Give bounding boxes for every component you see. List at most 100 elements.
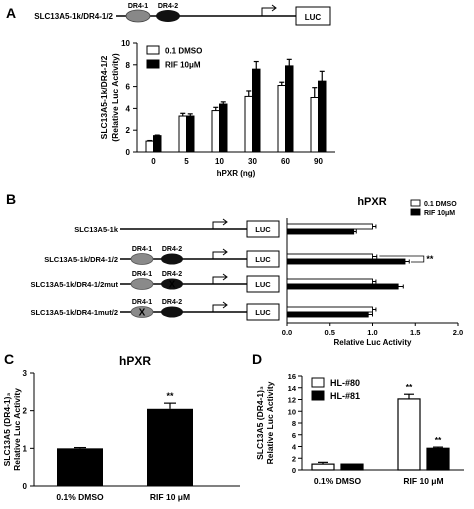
dr4-1-label: DR4-1 <box>132 246 152 253</box>
legend-label: RIF 10μM <box>424 210 455 217</box>
x-tick-label: 0.1% DMSO <box>56 492 104 502</box>
promoter-arrow <box>212 221 226 229</box>
chart-c: hPXR 0 1 2 3 0.1% DMSO RIF 10 μM ** SLC13A5 (DR4… <box>2 354 240 502</box>
luc-box <box>295 6 331 26</box>
x-tick-label: 5 <box>184 157 189 166</box>
dr4-2-label: DR4-2 <box>162 271 182 278</box>
promoter-arrow-head <box>222 301 228 309</box>
luc-box <box>246 250 280 268</box>
y-axis-label: SLC13A5-1k/DR4-1/2(Relative Luc Activity… <box>99 53 120 142</box>
dr4-1-element <box>125 9 151 23</box>
x-tick-label: RIF 10 μM <box>150 492 190 502</box>
bar <box>286 223 373 230</box>
bar <box>145 140 154 153</box>
y-axis-label-line: SLC13A5-1k/DR4-1/2 <box>99 55 109 139</box>
luc-label: LUC <box>255 225 271 234</box>
x-tick-label: 30 <box>248 157 257 166</box>
panel-letter-a: A <box>6 5 16 21</box>
promoter-arrow-head <box>222 248 228 256</box>
bar <box>286 306 373 313</box>
chart-title: hPXR <box>119 354 151 368</box>
y-tick-label: 8 <box>292 419 296 428</box>
bar <box>426 447 450 471</box>
y-tick-label: 6 <box>126 83 131 92</box>
y-tick-label: 2 <box>23 407 28 416</box>
bar <box>397 398 421 471</box>
y-tick-label: 10 <box>288 407 296 416</box>
dr4-1-label: DR4-1 <box>132 271 152 278</box>
bar <box>211 110 220 153</box>
x-axis-label: Relative Luc Activity <box>334 338 413 347</box>
legend-label: HL-#80 <box>330 378 360 388</box>
chart-d: 0 2 4 6 8 10 12 14 16 0.1% DMSO ** ** RIF 10 μM SLC13… <box>255 372 464 486</box>
x-tick-label: 2.0 <box>453 328 463 337</box>
bar <box>57 448 103 486</box>
dr4-2-element <box>161 253 183 265</box>
dr4-2-element <box>156 10 180 22</box>
y-tick-label: 8 <box>126 61 131 70</box>
y-axis-label-line: SLC13A5 (DR4-1)₃ <box>255 386 265 460</box>
chart-title: hPXR <box>357 196 386 208</box>
bar <box>285 65 294 153</box>
x-tick-label: 0.1% DMSO <box>314 476 362 486</box>
bar <box>153 135 162 153</box>
luc-box <box>246 275 280 293</box>
construct-diagram-a: SLC13A5-1k/DR4-1/2 DR4-1 DR4-2 LUC <box>34 3 331 26</box>
y-axis-label: SLC13A5 (DR4-1)₃Relative Luc Activity <box>2 388 22 471</box>
x-tick-label: 0.5 <box>325 328 335 337</box>
y-tick-label: 3 <box>23 369 28 378</box>
construct-label: SLC13A5-1k/DR4-1mut/2 <box>30 308 118 317</box>
legend-label: HL-#81 <box>330 391 360 401</box>
bar <box>219 103 228 153</box>
x-tick-label: 0.0 <box>282 328 292 337</box>
construct-label: SLC13A5-1k/DR4-1/2mut <box>30 280 118 289</box>
legend-swatch <box>311 390 325 401</box>
promoter-arrow <box>212 304 226 312</box>
x-tick-label: RIF 10 μM <box>403 476 443 486</box>
bar <box>244 95 253 153</box>
legend-swatch <box>410 208 421 216</box>
luc-label: LUC <box>305 13 322 22</box>
legend-swatch <box>311 377 325 388</box>
y-tick-label: 2 <box>126 126 131 135</box>
legend-swatch <box>146 45 160 55</box>
bar <box>252 68 261 153</box>
x-axis-label: hPXR (ng) <box>217 169 256 178</box>
y-tick-label: 2 <box>292 454 296 463</box>
promoter-arrow <box>212 276 226 284</box>
chart-b: hPXR 0.0 0.5 1.0 1.5 2.0 Relative Luc Activity… <box>282 196 463 347</box>
dr4-1-label: DR4-1 <box>132 299 152 306</box>
bar <box>310 97 319 153</box>
significance-mark: ** <box>426 254 434 264</box>
bar <box>178 115 187 153</box>
luc-label: LUC <box>255 308 271 317</box>
bar <box>286 311 369 318</box>
mutation-mark: X <box>139 308 146 319</box>
panel-letter-d: D <box>252 351 262 367</box>
x-tick-label: 1.0 <box>367 328 377 337</box>
bar <box>277 85 286 153</box>
y-axis-label: SLC13A5 (DR4-1)₃Relative Luc Activity <box>255 381 275 464</box>
y-tick-label: 0 <box>292 466 296 475</box>
dr4-1-element <box>130 253 154 265</box>
legend-label: 0.1 DMSO <box>424 201 457 208</box>
bar <box>286 228 355 235</box>
construct-label: SLC13A5-1k <box>74 225 119 234</box>
significance-mark: ** <box>435 435 442 445</box>
promoter-arrow <box>261 7 275 16</box>
luc-box <box>246 303 280 321</box>
dr4-2-element <box>161 306 183 318</box>
dr4-2-label: DR4-2 <box>158 3 178 10</box>
dr4-1-element <box>130 278 154 290</box>
legend-swatch <box>146 59 160 69</box>
legend-swatch <box>410 199 421 207</box>
luc-label: LUC <box>255 280 271 289</box>
y-axis-label-line: SLC13A5 (DR4-1)₃ <box>2 393 12 467</box>
x-tick-label: 10 <box>215 157 224 166</box>
y-tick-label: 4 <box>126 104 131 113</box>
bar <box>186 115 195 153</box>
bar <box>311 463 335 471</box>
y-axis-label-line: Relative Luc Activity <box>12 388 22 471</box>
x-tick-label: 1.5 <box>410 328 420 337</box>
